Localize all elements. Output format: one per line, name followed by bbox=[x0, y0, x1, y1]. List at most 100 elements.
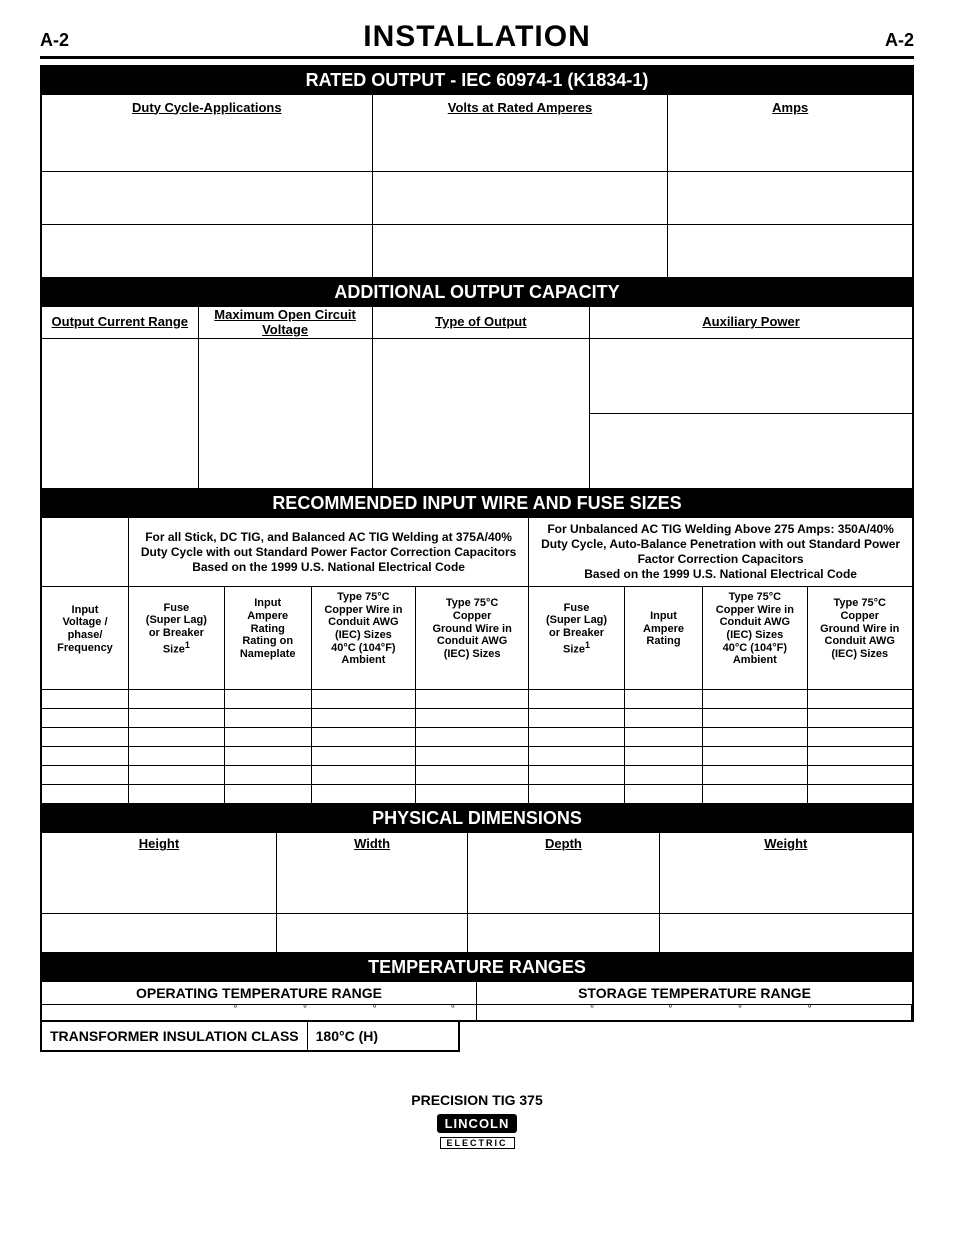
additional-output-header: Type of Output bbox=[373, 307, 591, 338]
table-cell bbox=[703, 747, 807, 765]
table-cell bbox=[312, 690, 416, 708]
recommended-col-header-row: InputVoltage /phase/FrequencyFuse(Super … bbox=[42, 586, 912, 671]
table-cell bbox=[808, 747, 912, 765]
physical-header: Height bbox=[42, 833, 277, 855]
table-row bbox=[42, 671, 912, 689]
table-cell bbox=[312, 709, 416, 727]
page-header: A-2 INSTALLATION A-2 bbox=[40, 20, 914, 59]
table-cell bbox=[416, 690, 529, 708]
table-cell bbox=[625, 747, 703, 765]
table-cell bbox=[42, 690, 129, 708]
recommended-col-header: InputVoltage /phase/Frequency bbox=[42, 587, 129, 671]
table-cell bbox=[42, 225, 373, 277]
table-row bbox=[42, 855, 912, 913]
temperature-title: TEMPERATURE RANGES bbox=[42, 954, 912, 981]
table-cell bbox=[808, 671, 912, 689]
page-num-right: A-2 bbox=[885, 30, 914, 51]
table-cell bbox=[668, 172, 912, 224]
table-cell bbox=[373, 225, 669, 277]
table-cell bbox=[668, 119, 912, 171]
degree-mark: ° bbox=[233, 1004, 237, 1015]
table-cell bbox=[42, 671, 129, 689]
table-cell bbox=[529, 690, 625, 708]
table-cell bbox=[312, 747, 416, 765]
degree-mark: ° bbox=[808, 1004, 812, 1015]
recommended-col-header: Type 75°CCopper Wire inConduit AWG(IEC) … bbox=[312, 587, 416, 671]
footer-logo: LINCOLN ELECTRIC bbox=[40, 1114, 914, 1151]
recommended-sub-left: For all Stick, DC TIG, and Balanced AC T… bbox=[129, 518, 529, 586]
table-cell bbox=[312, 766, 416, 784]
physical-title: PHYSICAL DIMENSIONS bbox=[42, 805, 912, 832]
table-cell bbox=[529, 766, 625, 784]
temperature-header-row: OPERATING TEMPERATURE RANGESTORAGE TEMPE… bbox=[42, 981, 912, 1004]
footer-model: PRECISION TIG 375 bbox=[40, 1092, 914, 1108]
table-cell bbox=[625, 709, 703, 727]
table-cell bbox=[529, 671, 625, 689]
table-cell bbox=[468, 914, 659, 952]
table-row bbox=[42, 913, 912, 952]
table-cell bbox=[477, 1005, 912, 1020]
table-cell bbox=[703, 690, 807, 708]
table-cell bbox=[312, 728, 416, 746]
table-row bbox=[42, 746, 912, 765]
table-cell bbox=[416, 747, 529, 765]
table-cell bbox=[225, 785, 312, 803]
table-cell bbox=[129, 690, 225, 708]
table-cell bbox=[468, 855, 659, 913]
page-title: INSTALLATION bbox=[363, 20, 591, 54]
temperature-table: TEMPERATURE RANGES OPERATING TEMPERATURE… bbox=[40, 954, 914, 1022]
table-cell bbox=[416, 709, 529, 727]
table-cell bbox=[225, 671, 312, 689]
table-cell bbox=[225, 766, 312, 784]
table-cell bbox=[42, 914, 277, 952]
table-row bbox=[42, 689, 912, 708]
physical-table: PHYSICAL DIMENSIONS HeightWidthDepthWeig… bbox=[40, 805, 914, 954]
degree-mark: ° bbox=[668, 1004, 672, 1015]
recommended-col-header: InputAmpereRatingRating onNameplate bbox=[225, 587, 312, 671]
recommended-table: RECOMMENDED INPUT WIRE AND FUSE SIZES Fo… bbox=[40, 490, 914, 805]
physical-header: Depth bbox=[468, 833, 659, 855]
table-cell bbox=[312, 785, 416, 803]
additional-output-title: ADDITIONAL OUTPUT CAPACITY bbox=[42, 279, 912, 306]
table-cell bbox=[373, 339, 591, 488]
table-cell bbox=[703, 709, 807, 727]
table-cell bbox=[625, 785, 703, 803]
recommended-sub-blank bbox=[42, 518, 129, 586]
table-cell bbox=[42, 747, 129, 765]
table-cell bbox=[225, 728, 312, 746]
physical-header: Weight bbox=[660, 833, 912, 855]
logo-top: LINCOLN bbox=[437, 1114, 518, 1133]
degree-mark: ° bbox=[373, 1004, 377, 1015]
table-cell bbox=[625, 690, 703, 708]
table-cell bbox=[660, 914, 912, 952]
table-row bbox=[42, 224, 912, 277]
table-row bbox=[42, 727, 912, 746]
table-cell bbox=[42, 119, 373, 171]
degree-mark: ° bbox=[590, 1004, 594, 1015]
table-cell bbox=[808, 785, 912, 803]
recommended-sub-right: For Unbalanced AC TIG Welding Above 275 … bbox=[529, 518, 912, 586]
rated-output-header: Duty Cycle-Applications bbox=[42, 95, 373, 119]
table-cell bbox=[42, 728, 129, 746]
insulation-value: 180°C (H) bbox=[308, 1022, 386, 1050]
table-cell bbox=[529, 785, 625, 803]
recommended-col-header: Fuse(Super Lag)or BreakerSize1 bbox=[129, 587, 225, 671]
additional-output-table: ADDITIONAL OUTPUT CAPACITY Output Curren… bbox=[40, 279, 914, 490]
table-cell bbox=[42, 709, 129, 727]
table-cell bbox=[42, 339, 199, 488]
table-cell bbox=[703, 671, 807, 689]
table-row bbox=[42, 708, 912, 727]
recommended-col-header: Type 75°CCopper Wire inConduit AWG(IEC) … bbox=[703, 587, 807, 671]
table-cell bbox=[625, 728, 703, 746]
table-cell bbox=[625, 766, 703, 784]
recommended-col-header: Fuse(Super Lag)or BreakerSize1 bbox=[529, 587, 625, 671]
recommended-title: RECOMMENDED INPUT WIRE AND FUSE SIZES bbox=[42, 490, 912, 517]
degree-mark: ° bbox=[303, 1004, 307, 1015]
rated-output-header-row: Duty Cycle-ApplicationsVolts at Rated Am… bbox=[42, 94, 912, 119]
table-cell bbox=[416, 728, 529, 746]
table-cell bbox=[42, 785, 129, 803]
table-cell bbox=[312, 671, 416, 689]
table-cell bbox=[42, 766, 129, 784]
table-cell bbox=[225, 709, 312, 727]
degree-mark: ° bbox=[738, 1004, 742, 1015]
